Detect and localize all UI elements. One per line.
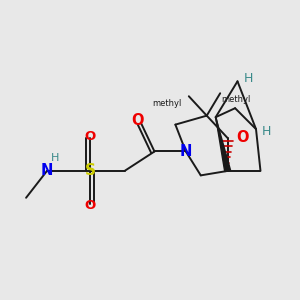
Text: N: N	[180, 144, 192, 159]
Text: O: O	[237, 130, 249, 145]
Text: S: S	[85, 164, 96, 178]
Text: methyl: methyl	[152, 99, 182, 108]
Text: methyl: methyl	[222, 95, 251, 104]
Text: O: O	[85, 199, 96, 212]
Text: H: H	[244, 72, 253, 85]
Text: N: N	[41, 164, 53, 178]
Text: O: O	[85, 130, 96, 143]
Text: O: O	[131, 113, 144, 128]
Polygon shape	[216, 117, 231, 172]
Text: H: H	[51, 153, 59, 164]
Text: H: H	[261, 125, 271, 138]
